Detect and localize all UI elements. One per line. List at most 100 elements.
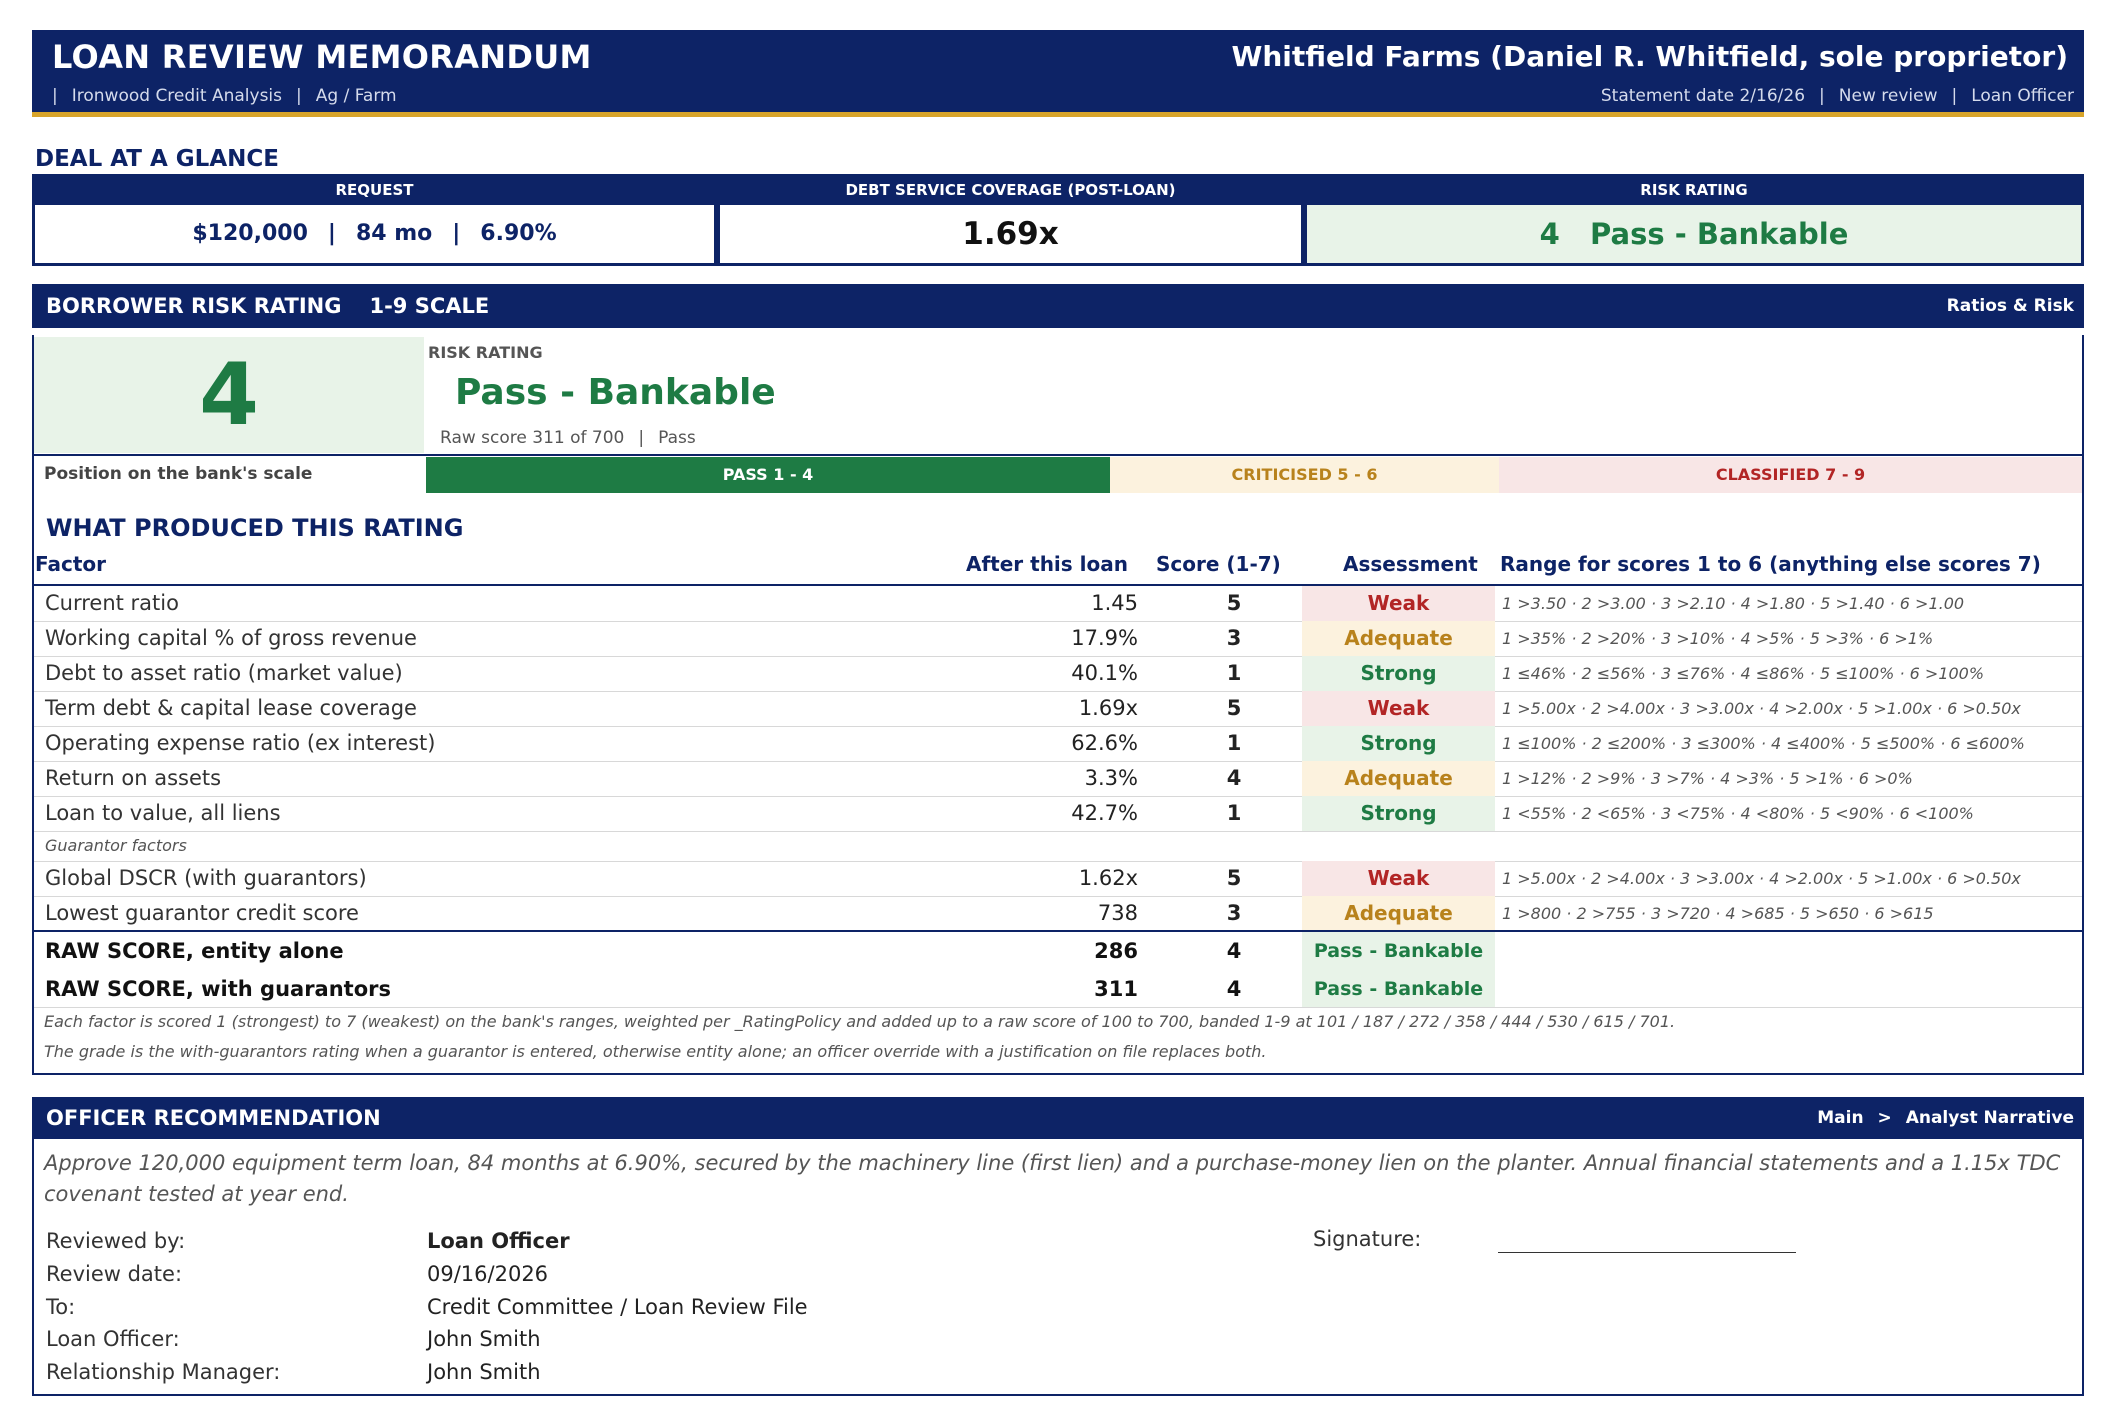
factor-assessment: Strong <box>1302 726 1495 761</box>
factor-name: RAW SCORE, entity alone <box>45 939 344 963</box>
factor-assessment: Adequate <box>1302 761 1495 796</box>
factor-value: 311 <box>1094 977 1138 1001</box>
divider <box>34 930 2082 932</box>
statement-date: Statement date 2/16/26 <box>1600 86 1806 106</box>
factor-value: 40.1% <box>1071 661 1138 685</box>
factor-assessment: Adequate <box>1302 621 1495 656</box>
scale-band-criticised: CRITICISED 5 - 6 <box>1110 457 1499 493</box>
footnote-scoring: Each factor is scored 1 (strongest) to 7… <box>44 1012 1676 1031</box>
field-label: Reviewed by: <box>46 1229 186 1253</box>
risk-rating-label: RISK RATING <box>1307 177 2081 205</box>
request-rate: 6.90% <box>480 221 557 246</box>
scale-position-label: Position on the bank's scale <box>44 464 313 484</box>
risk-rating-value: 4 Pass - Bankable <box>1307 205 2081 263</box>
factor-row: Loan to value, all liens 42.7% 1 Strong 1 <5… <box>34 796 2082 832</box>
factor-assessment: Weak <box>1302 861 1495 896</box>
signature-label: Signature: <box>1313 1227 1422 1251</box>
risk-rating-name: Pass - Bankable <box>455 372 776 413</box>
factor-value: 738 <box>1097 901 1138 925</box>
factor-score: 4 <box>1226 766 1242 790</box>
factor-assessment: Weak <box>1302 586 1495 621</box>
col-header-assessment: Assessment <box>1343 552 1478 576</box>
col-header-range: Range for scores 1 to 6 (anything else s… <box>1500 552 2041 576</box>
ratios-risk-link[interactable]: Ratios & Risk <box>1946 296 2074 316</box>
divider <box>34 584 2082 586</box>
factor-name: Working capital % of gross revenue <box>45 626 417 650</box>
nav-main-link[interactable]: Main <box>1817 1108 1864 1128</box>
factor-value: 42.7% <box>1071 801 1138 825</box>
factor-range: 1 >35% · 2 >20% · 3 >10% · 4 >5% · 5 >3%… <box>1502 629 1934 648</box>
factor-row: Return on assets 3.3% 4 Adequate 1 >12% · 2 … <box>34 761 2082 797</box>
factor-row: Term debt & capital lease coverage 1.69x 5… <box>34 691 2082 727</box>
factor-value: 286 <box>1094 939 1138 963</box>
factor-score: 3 <box>1226 626 1242 650</box>
factor-name: Current ratio <box>45 591 179 615</box>
factor-assessment: Pass - Bankable <box>1302 970 1495 1008</box>
officer-nav: Main > Analyst Narrative <box>1817 1097 2074 1139</box>
factor-value: 17.9% <box>1071 626 1138 650</box>
factor-value: 1.45 <box>1091 591 1138 615</box>
field-label: To: <box>46 1295 76 1319</box>
risk-rating-section-header: BORROWER RISK RATING 1-9 SCALE Ratios & R… <box>32 284 2084 328</box>
to-value: Credit Committee / Loan Review File <box>427 1295 808 1319</box>
factor-value: 1.62x <box>1078 866 1138 890</box>
factor-name: Debt to asset ratio (market value) <box>45 661 403 685</box>
factor-range: 1 >800 · 2 >755 · 3 >720 · 4 >685 · 5 >6… <box>1502 904 1934 923</box>
reviewer-role: Loan Officer <box>1971 86 2074 106</box>
factor-range: 1 ≤100% · 2 ≤200% · 3 ≤300% · 4 ≤400% · … <box>1502 734 2025 753</box>
officer-section-title: OFFICER RECOMMENDATION <box>46 1106 381 1130</box>
divider <box>34 454 2082 456</box>
factor-row: Debt to asset ratio (market value) 40.1% 1… <box>34 656 2082 692</box>
factor-score: 4 <box>1226 939 1242 963</box>
factor-name: Return on assets <box>45 766 222 790</box>
factor-score: 3 <box>1226 901 1242 925</box>
factor-assessment: Strong <box>1302 796 1495 831</box>
field-label: Review date: <box>46 1262 183 1286</box>
factor-score: 1 <box>1226 661 1242 685</box>
analysis-source: Ironwood Credit Analysis <box>71 86 283 106</box>
recommendation-text: Approve 120,000 equipment term loan, 84 … <box>44 1151 2061 1206</box>
factor-assessment: Pass - Bankable <box>1302 932 1495 970</box>
officer-section-header: OFFICER RECOMMENDATION Main > Analyst Na… <box>32 1097 2084 1139</box>
factor-name: RAW SCORE, with guarantors <box>45 977 391 1001</box>
col-header-after-loan: After this loan <box>966 552 1128 576</box>
header-subline-left: | Ironwood Credit Analysis | Ag / Farm <box>52 86 397 106</box>
factor-name: Term debt & capital lease coverage <box>45 696 417 720</box>
factor-value: 1.69x <box>1078 696 1138 720</box>
relationship-manager-value: John Smith <box>427 1360 541 1384</box>
nav-separator: > <box>1877 1108 1892 1128</box>
factor-name: Global DSCR (with guarantors) <box>45 866 367 890</box>
memo-title: LOAN REVIEW MEMORANDUM <box>52 38 592 76</box>
industry: Ag / Farm <box>315 86 397 106</box>
field-label: Relationship Manager: <box>46 1360 281 1384</box>
factor-score: 5 <box>1226 591 1242 615</box>
risk-rating-panel <box>32 335 2084 1075</box>
dscr-value: 1.69x <box>962 216 1059 252</box>
factor-row: Lowest guarantor credit score 738 3 Adequat… <box>34 896 2082 932</box>
request-label: REQUEST <box>35 177 714 205</box>
header-subline-right: Statement date 2/16/26 | New review | Loan O… <box>1600 86 2074 106</box>
factor-range: 1 >12% · 2 >9% · 3 >7% · 4 >3% · 5 >1% ·… <box>1502 769 1913 788</box>
factor-value: 3.3% <box>1084 766 1138 790</box>
factor-assessment: Adequate <box>1302 896 1495 931</box>
guarantor-factors-label: Guarantor factors <box>45 836 187 855</box>
factor-score: 5 <box>1226 866 1242 890</box>
request-amount: $120,000 <box>192 221 308 246</box>
scale-band-pass: PASS 1 - 4 <box>426 457 1110 493</box>
factor-score: 5 <box>1226 696 1242 720</box>
review-type: New review <box>1838 86 1938 106</box>
raw-class: Pass <box>658 428 696 448</box>
factor-row: Current ratio 1.45 5 Weak 1 >3.50 · 2 >3.00 … <box>34 586 2082 622</box>
factor-range: 1 <55% · 2 <65% · 3 <75% · 4 <80% · 5 <9… <box>1502 804 1974 823</box>
factor-range: 1 >5.00x · 2 >4.00x · 3 >3.00x · 4 >2.00… <box>1502 699 2021 718</box>
borrower-name: Whitfield Farms (Daniel R. Whitfield, so… <box>1231 40 2068 73</box>
factor-row: Global DSCR (with guarantors) 1.62x 5 Weak 1… <box>34 861 2082 897</box>
signature-line[interactable] <box>1498 1252 1796 1253</box>
divider <box>34 1007 2082 1008</box>
nav-analyst-narrative-link[interactable]: Analyst Narrative <box>1905 1108 2074 1128</box>
factor-row: Working capital % of gross revenue 17.9% 3… <box>34 621 2082 657</box>
officer-panel <box>32 1138 2084 1396</box>
col-header-score: Score (1-7) <box>1156 552 1281 576</box>
factor-score: 4 <box>1226 977 1242 1001</box>
scale-note: 1-9 SCALE <box>369 294 490 318</box>
